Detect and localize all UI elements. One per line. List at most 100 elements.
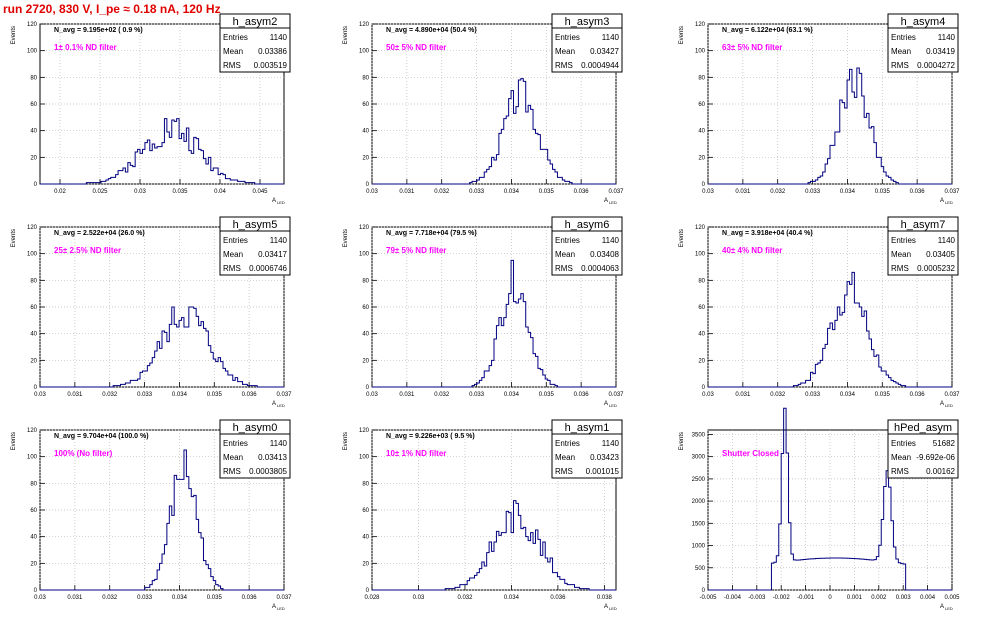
navg-label: N_avg = 4.890e+04 (50.4 %) <box>386 27 477 34</box>
x-tick-label: 0.02 <box>54 189 66 195</box>
x-tick-label: 0.034 <box>172 595 188 601</box>
filter-annotation: 100% (No filter) <box>54 449 113 458</box>
x-tick-label: 0.004 <box>920 595 936 601</box>
stats-box <box>219 13 291 73</box>
x-tick-label: 0.034 <box>504 189 520 195</box>
navg-label: N_avg = 2.522e+04 (26.0 %) <box>54 230 145 237</box>
x-tick-label: 0.032 <box>770 189 786 195</box>
x-tick-label: 0.033 <box>805 189 821 195</box>
stats-key-rms: RMS <box>223 264 241 273</box>
x-axis-label: A <box>604 604 608 610</box>
x-tick-label: 0.025 <box>92 189 108 195</box>
run-title: run 2720, 830 V, I_pe ≈ 0.18 nA, 120 Hz <box>3 2 221 16</box>
y-tick-label: 100 <box>359 49 370 55</box>
stats-value-rms: 0.0003805 <box>249 467 287 476</box>
stats-value-rms: 0.003519 <box>254 61 288 70</box>
histogram-series <box>40 449 284 591</box>
stats-value-mean: -9.692e-06 <box>916 453 955 462</box>
x-tick-label: 0.028 <box>364 595 380 601</box>
stats-key-rms: RMS <box>223 467 241 476</box>
y-tick-label: 120 <box>359 225 370 231</box>
y-axis-label: Events <box>11 229 17 247</box>
x-tick-label: 0.035 <box>875 189 891 195</box>
y-axis-label: Events <box>679 229 685 247</box>
stats-key-rms: RMS <box>891 61 909 70</box>
histogram-series <box>708 271 952 388</box>
stats-value-mean: 0.03419 <box>926 47 955 56</box>
x-tick-label: 0.03 <box>134 189 146 195</box>
y-tick-label: 120 <box>695 22 706 28</box>
x-tick-label: 0.002 <box>871 595 887 601</box>
y-tick-label: 60 <box>698 102 705 108</box>
x-tick-label: 0.037 <box>276 595 292 601</box>
x-axis-label-sub: LED <box>277 606 285 611</box>
stats-value-rms: 0.00162 <box>926 467 955 476</box>
y-tick-label: 40 <box>362 535 369 541</box>
x-axis-label-sub: LED <box>609 200 617 205</box>
x-axis-label: A <box>604 198 608 204</box>
y-tick-label: 2000 <box>692 499 706 505</box>
filter-annotation: 79± 5% ND filter <box>386 246 446 255</box>
y-tick-label: 60 <box>30 305 37 311</box>
filter-annotation: 50± 5% ND filter <box>386 43 446 52</box>
y-tick-label: 80 <box>362 75 369 81</box>
x-tick-label: 0.033 <box>137 595 153 601</box>
x-tick-label: 0.031 <box>399 189 415 195</box>
stats-value-entries: 1140 <box>938 236 956 245</box>
x-tick-label: 0.033 <box>469 392 485 398</box>
y-tick-label: 120 <box>27 428 38 434</box>
x-tick-label: 0.036 <box>910 189 926 195</box>
x-axis-label-sub: LED <box>609 403 617 408</box>
stats-key-rms: RMS <box>891 467 909 476</box>
x-tick-label: 0.03 <box>413 595 425 601</box>
y-tick-label: 100 <box>359 455 370 461</box>
stats-key-entries: Entries <box>223 439 248 448</box>
x-tick-label: 0.036 <box>242 595 258 601</box>
x-axis-label-sub: LED <box>945 403 953 408</box>
filter-annotation: 10± 1% ND filter <box>386 449 446 458</box>
x-axis-label: A <box>604 401 608 407</box>
y-tick-label: 40 <box>362 129 369 135</box>
stats-value-mean: 0.03413 <box>258 453 287 462</box>
y-tick-label: 1000 <box>692 544 706 550</box>
x-tick-label: 0.032 <box>102 595 118 601</box>
x-tick-label: -0.003 <box>748 595 766 601</box>
x-tick-label: 0.034 <box>840 392 856 398</box>
x-tick-label: 0.031 <box>735 189 751 195</box>
y-tick-label: 80 <box>698 278 705 284</box>
y-tick-label: 100 <box>695 49 706 55</box>
stats-value-mean: 0.03423 <box>590 453 619 462</box>
navg-label: N_avg = 9.195e+02 ( 0.9 %) <box>54 27 143 34</box>
y-tick-label: 20 <box>362 155 369 161</box>
y-tick-label: 20 <box>30 155 37 161</box>
y-tick-label: 0 <box>366 588 370 594</box>
x-tick-label: -0.005 <box>699 595 717 601</box>
y-axis-label: Events <box>343 229 349 247</box>
stats-key-rms: RMS <box>555 61 573 70</box>
y-tick-label: 20 <box>30 561 37 567</box>
y-tick-label: 1500 <box>692 521 706 527</box>
x-tick-label: 0.033 <box>805 392 821 398</box>
stats-title: h_asym2 <box>233 16 278 28</box>
stats-key-mean: Mean <box>223 250 243 259</box>
navg-label: N_avg = 9.226e+03 ( 9.5 %) <box>386 433 475 440</box>
stats-key-mean: Mean <box>223 47 243 56</box>
x-tick-label: 0.034 <box>172 392 188 398</box>
x-tick-label: 0.031 <box>399 392 415 398</box>
x-axis-label-sub: LED <box>609 606 617 611</box>
histogram-series <box>372 78 616 185</box>
x-tick-label: 0.037 <box>944 392 960 398</box>
x-tick-label: 0.03 <box>702 189 714 195</box>
x-tick-label: 0.034 <box>504 595 520 601</box>
x-tick-label: 0.034 <box>504 392 520 398</box>
y-tick-label: 60 <box>362 508 369 514</box>
y-tick-label: 3500 <box>692 432 706 438</box>
stats-key-mean: Mean <box>891 250 911 259</box>
x-axis-label: A <box>272 401 276 407</box>
y-tick-label: 60 <box>698 305 705 311</box>
histogram-series <box>708 67 952 185</box>
x-tick-label: 0.005 <box>944 595 960 601</box>
stats-key-rms: RMS <box>891 264 909 273</box>
stats-box <box>887 216 959 276</box>
